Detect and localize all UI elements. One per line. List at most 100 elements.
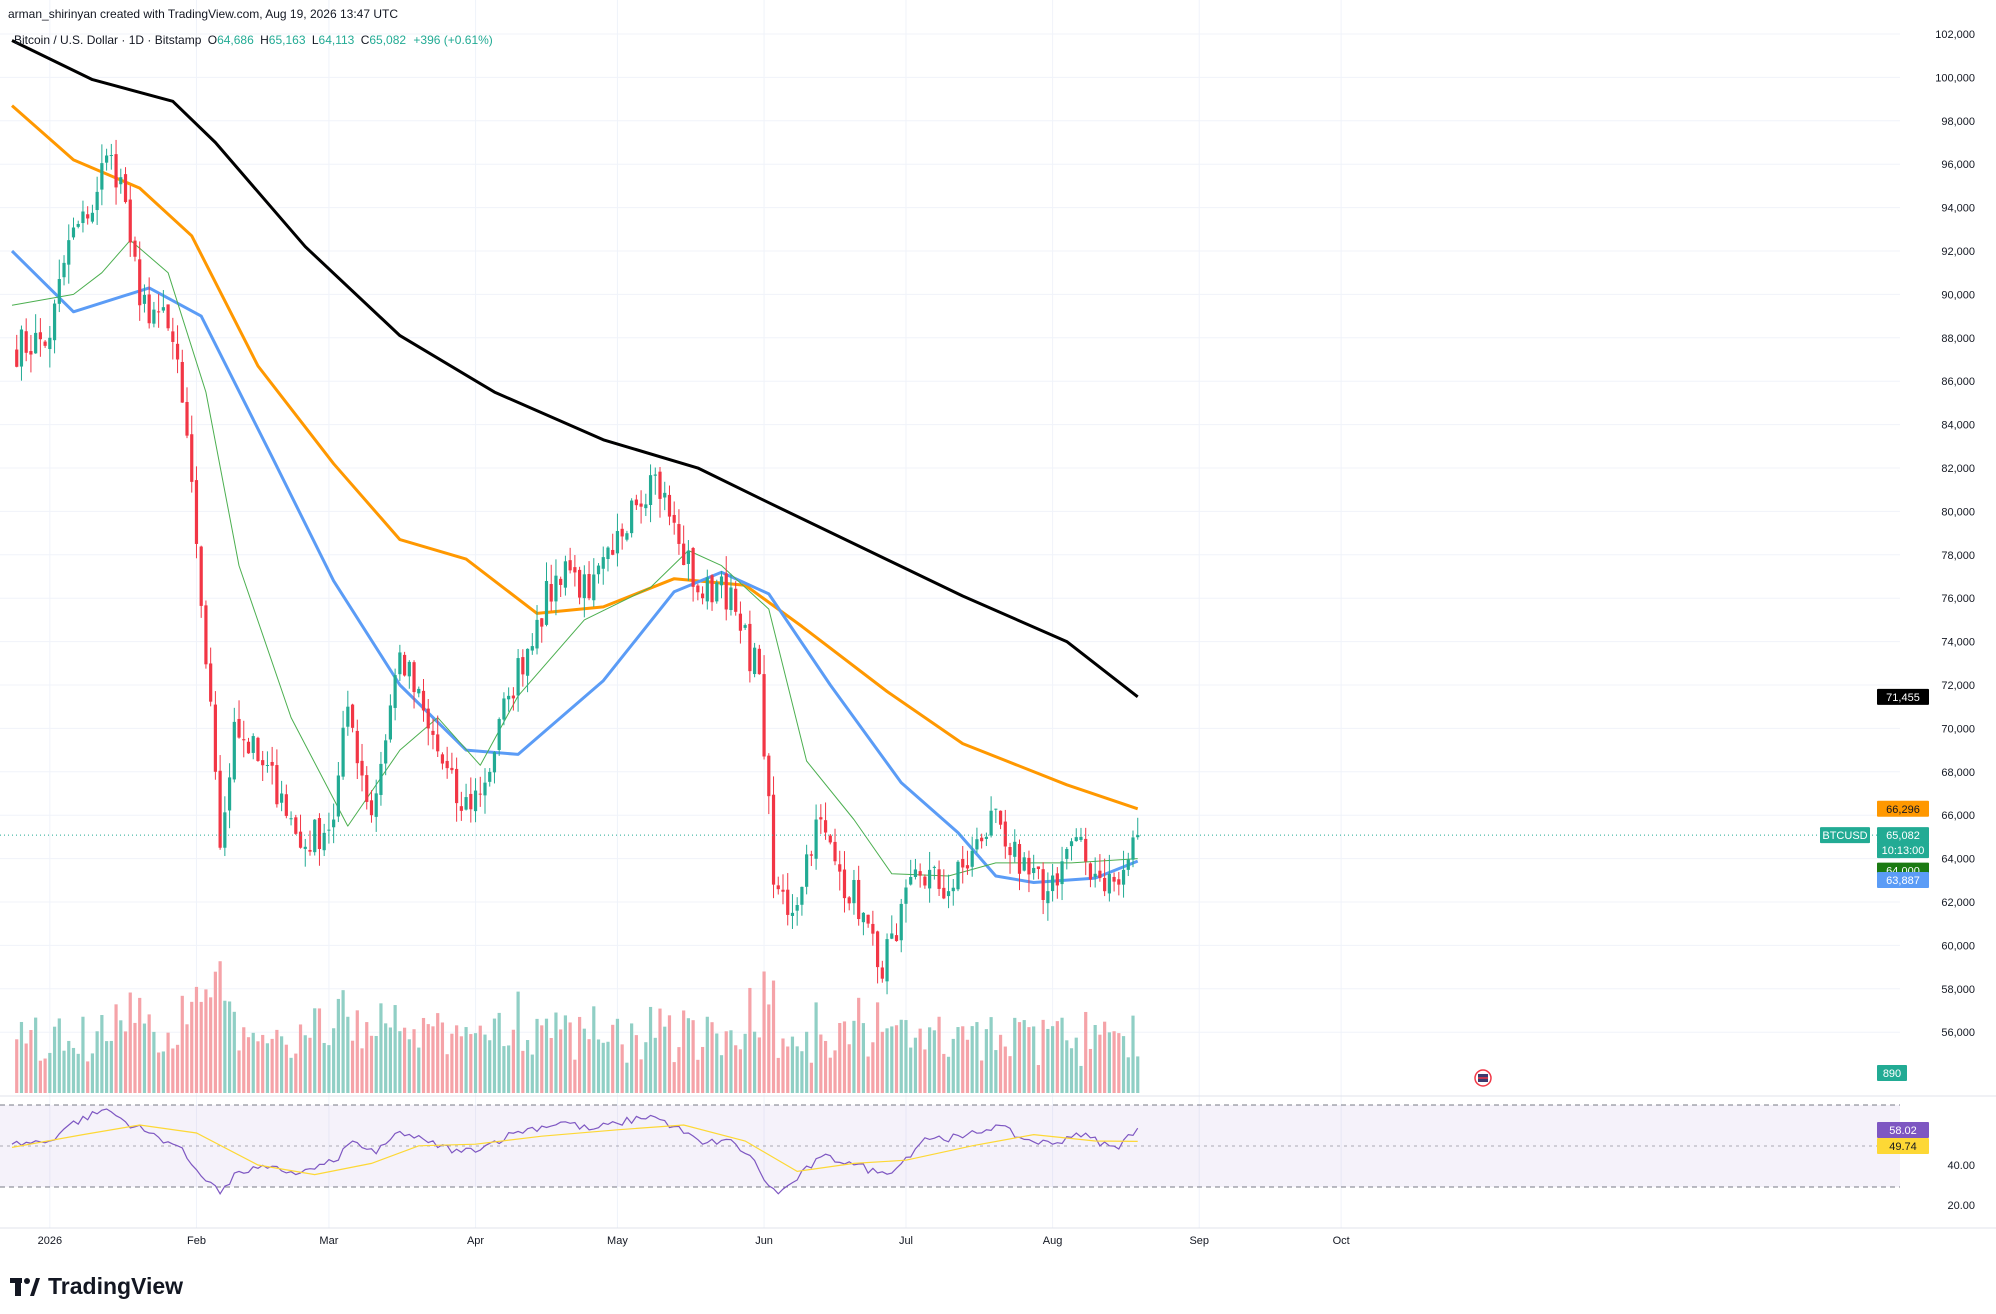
candle (573, 555, 577, 587)
volume-bar (540, 1025, 544, 1093)
volume-bar (105, 1041, 109, 1093)
price-axis: 102,000 100,000 98,000 96,000 94,000 92,000 90… (1474, 29, 1975, 1212)
candle (663, 481, 667, 511)
candle-body (270, 761, 274, 766)
volume-bar (303, 1035, 307, 1093)
candle (857, 865, 861, 926)
candle (322, 823, 326, 857)
volume-bar (753, 1031, 757, 1093)
time-axis-label: Apr (467, 1235, 484, 1247)
volume-bar (298, 1024, 303, 1093)
candle-body (180, 361, 184, 403)
candle-body (138, 259, 142, 306)
candle (672, 501, 676, 535)
candle-body (81, 211, 85, 224)
candle (336, 762, 340, 823)
volume-bar (719, 1055, 724, 1093)
candle (138, 241, 142, 321)
candle-body (904, 887, 908, 904)
time-axis-label: Jul (899, 1235, 913, 1247)
volume-bar (866, 1056, 870, 1093)
volume-bar (280, 1036, 284, 1093)
candle-body (280, 793, 284, 803)
candle-body (298, 831, 303, 848)
volume-bar (341, 990, 345, 1093)
candle (38, 318, 42, 357)
candle-body (525, 648, 530, 676)
candle-body (923, 876, 927, 886)
symbol-name[interactable]: Bitcoin / U.S. Dollar · 1D · Bitstamp (14, 33, 202, 47)
close-value: 65,082 (369, 33, 407, 47)
time-axis-label: May (607, 1235, 628, 1247)
volume-bar (937, 1016, 941, 1093)
candle (989, 796, 993, 838)
candle (554, 559, 558, 616)
candle-body (852, 879, 856, 904)
candle (596, 563, 601, 584)
candle (705, 569, 709, 610)
candle-body (937, 869, 941, 889)
ma-line-ma100 (11, 104, 1139, 811)
candle (913, 858, 918, 880)
candle (431, 718, 435, 750)
candle-body (95, 191, 99, 211)
volume-tag: 890 (1883, 1068, 1901, 1080)
candle (67, 224, 71, 284)
candle (142, 284, 147, 313)
candle (119, 168, 123, 194)
volume-bar (1060, 1017, 1064, 1093)
candle (289, 811, 293, 826)
candle-body (653, 474, 657, 476)
volume-bar (899, 1019, 903, 1093)
volume-bar (1022, 1020, 1026, 1093)
volume-bar (190, 1001, 194, 1093)
volume-bar (24, 1043, 28, 1093)
candle (748, 610, 752, 683)
candle (1103, 858, 1107, 897)
candle (492, 751, 497, 784)
candle (937, 860, 941, 897)
candle (880, 960, 884, 983)
candle (516, 649, 520, 712)
candle (606, 546, 610, 572)
candle (190, 415, 194, 493)
candle (639, 490, 643, 524)
candle-body (639, 503, 643, 507)
brand-name: TradingView (48, 1273, 184, 1299)
candle (1121, 850, 1126, 898)
candle-body (147, 294, 151, 324)
candle (885, 933, 889, 995)
candle-body (204, 605, 208, 665)
candle (620, 523, 624, 550)
candle (658, 467, 662, 518)
price-tick-label: 100,000 (1935, 72, 1975, 84)
candle (686, 540, 690, 581)
volume-bar (483, 1034, 487, 1093)
volume-bar (909, 1047, 913, 1093)
volume-bar (682, 1010, 686, 1093)
ma50-price-tag-bg (1877, 872, 1929, 889)
candle-body (890, 933, 894, 939)
price-tick-label: 80,000 (1941, 506, 1975, 518)
candle-body (880, 967, 884, 979)
volume-bar (563, 1015, 568, 1093)
candle (81, 200, 85, 233)
candle-body (1060, 861, 1064, 885)
candle (1027, 850, 1031, 893)
tradingview-logo[interactable]: TradingView (10, 1273, 183, 1300)
candle-body (284, 794, 288, 816)
candle (175, 325, 180, 374)
candle (805, 844, 809, 895)
candle-body (795, 905, 799, 911)
candle-body (800, 886, 804, 905)
volume-bar (157, 1052, 161, 1093)
candle-body (426, 708, 430, 729)
candle (114, 139, 118, 205)
volume-bar (436, 1013, 440, 1093)
candle (128, 185, 132, 257)
candle (587, 561, 591, 601)
volume-bar (365, 1022, 369, 1093)
candle (1051, 863, 1055, 902)
candle (417, 686, 421, 698)
